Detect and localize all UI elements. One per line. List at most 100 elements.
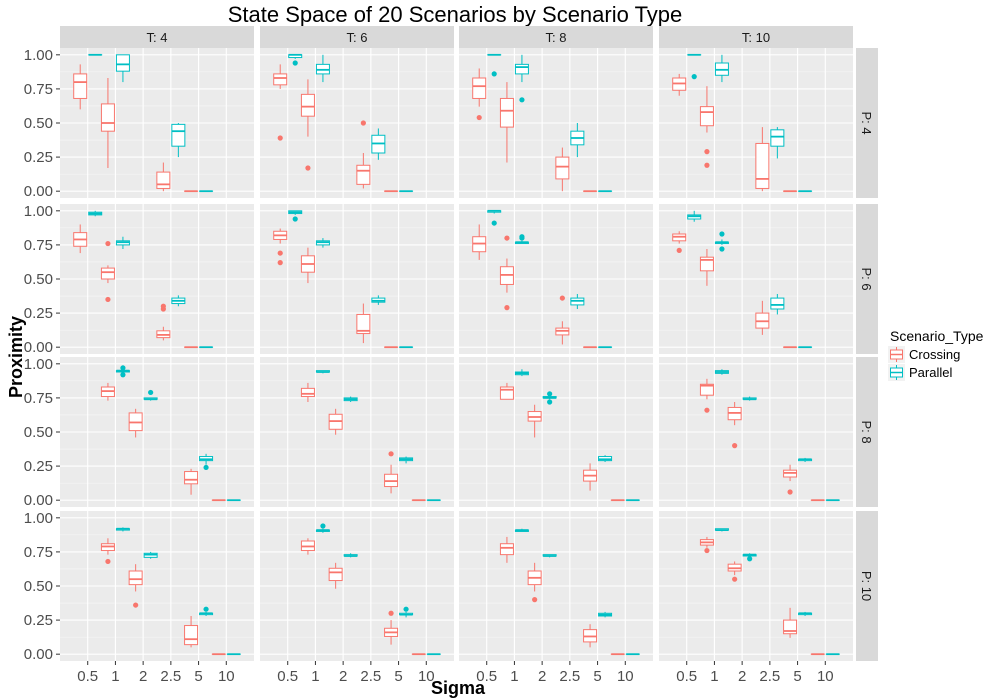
facet-panel: [60, 204, 254, 354]
box-crossing: [100, 382, 115, 401]
box-parallel: [143, 389, 158, 401]
outlier-point: [747, 556, 753, 562]
box-parallel: [343, 553, 358, 558]
y-tick-label: 0.25: [24, 458, 53, 475]
box-iqr: [755, 142, 770, 189]
box-parallel: [199, 453, 214, 471]
y-tick-label: 0.75: [24, 237, 53, 254]
box-crossing: [755, 127, 770, 192]
box-crossing: [727, 402, 742, 449]
column-strip-label: T: 4: [147, 30, 168, 45]
outlier-point: [676, 247, 682, 253]
box-parallel: [514, 528, 529, 532]
box-parallel: [487, 53, 502, 77]
x-tick-label: 10: [817, 668, 834, 685]
box-crossing: [128, 408, 143, 438]
panel-boxes: [73, 210, 214, 349]
box-iqr: [499, 543, 514, 556]
box-parallel: [770, 294, 785, 315]
outlier-point: [203, 606, 209, 612]
box-iqr: [699, 106, 714, 127]
box-parallel: [687, 210, 702, 222]
x-tick-label: 2.5: [759, 668, 780, 685]
row-strip: [856, 48, 878, 198]
y-tick-label: 0.50: [24, 115, 53, 132]
row-strip-label: P: 10: [859, 571, 874, 601]
x-tick-label: 0.5: [277, 668, 298, 685]
box-crossing: [356, 120, 371, 189]
outlier-point: [547, 399, 553, 405]
outlier-point: [292, 216, 298, 222]
outlier-point: [504, 235, 510, 241]
y-tick-label: 0.00: [24, 339, 53, 356]
box-iqr: [128, 570, 143, 586]
box-crossing: [527, 404, 542, 438]
box-crossing: [273, 64, 288, 141]
x-tick-label: 2.5: [559, 668, 580, 685]
box-parallel: [514, 369, 529, 377]
outlier-point: [160, 306, 166, 312]
outlier-point: [388, 610, 394, 616]
box-crossing: [699, 536, 714, 554]
box-crossing: [499, 235, 514, 311]
outlier-point: [547, 391, 553, 397]
box-parallel: [315, 238, 330, 248]
box-crossing: [527, 562, 542, 603]
box-parallel: [399, 606, 414, 618]
facet-strips: T: 4 T: 6 T: 8 T: 10 P: 4 P: 6 P: 8 P: 10: [60, 26, 878, 661]
box-crossing: [384, 610, 399, 645]
outlier-point: [491, 71, 497, 77]
outlier-point: [491, 220, 497, 226]
facet-panel: [260, 511, 454, 661]
panel-boxes: [100, 365, 241, 502]
x-tick-label: 0.5: [676, 668, 697, 685]
box-iqr: [356, 164, 371, 185]
box-parallel: [714, 54, 729, 83]
box-crossing: [699, 86, 714, 168]
outlier-point: [120, 372, 126, 378]
row-strip-label: P: 4: [859, 111, 874, 134]
x-tick-label: 5: [194, 668, 202, 685]
box-iqr: [100, 103, 115, 132]
box-crossing: [384, 451, 399, 494]
y-tick-label: 0.25: [24, 149, 53, 166]
outlier-point: [519, 97, 525, 103]
facet-panel: [60, 357, 254, 507]
box-crossing: [273, 228, 288, 266]
box-parallel: [88, 210, 103, 217]
x-tick-label: 2.5: [360, 668, 381, 685]
box-crossing: [699, 249, 714, 286]
box-crossing: [472, 224, 487, 260]
outlier-point: [388, 451, 394, 457]
outlier-point: [133, 602, 139, 608]
outlier-point: [277, 260, 283, 266]
box-parallel: [542, 391, 557, 405]
legend-key: Crossing: [888, 346, 960, 363]
row-strip-label: P: 8: [859, 420, 874, 443]
legend-label: Crossing: [909, 347, 960, 362]
outlier-point: [732, 443, 738, 449]
box-iqr: [555, 156, 570, 180]
x-tick-label: 1: [710, 668, 718, 685]
panel-boxes: [472, 53, 613, 193]
box-parallel: [514, 54, 529, 103]
outlier-point: [320, 523, 326, 529]
panel-boxes: [100, 527, 241, 656]
x-tick-label: 2: [339, 668, 347, 685]
x-tick-label: 5: [593, 668, 601, 685]
box-parallel: [115, 236, 130, 249]
x-tick-label: 10: [418, 668, 435, 685]
panel-boxes: [273, 53, 414, 193]
box-parallel: [343, 396, 358, 402]
box-parallel: [115, 54, 130, 83]
x-tick-label: 2.5: [160, 668, 181, 685]
box-parallel: [199, 606, 214, 616]
box-parallel: [742, 553, 757, 562]
x-tick-label: 0.5: [476, 668, 497, 685]
box-crossing: [472, 68, 487, 121]
facet-panel: [459, 511, 653, 661]
box-iqr: [514, 63, 529, 75]
box-crossing: [73, 224, 88, 254]
outlier-point: [504, 305, 510, 311]
y-tick-label: 1.00: [24, 510, 53, 527]
